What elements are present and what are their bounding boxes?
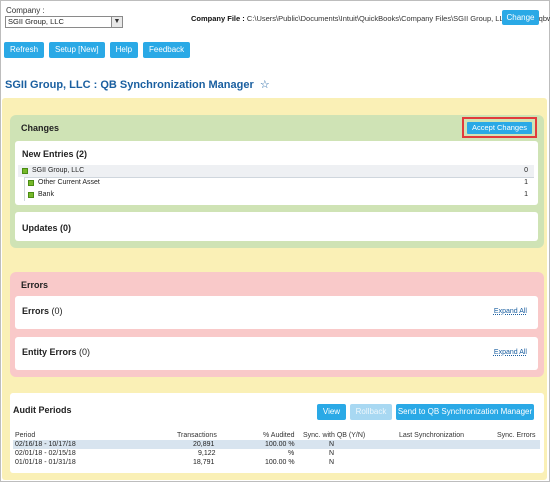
audit-table: Period Transactions % Audited Sync. with… [13,431,540,467]
node-icon [28,192,34,198]
accept-changes-highlight: Accept Changes [462,117,537,138]
updates-label: Updates [22,223,58,233]
entity-errors-card: Entity Errors (0) Expand All [15,337,538,370]
cell-audited: % [288,450,295,457]
company-label: Company : [6,6,45,15]
company-file: Company File : C:\Users\Public\Documents… [191,14,550,23]
tree-row-label: Bank [38,191,54,198]
cell-sync: N [329,450,335,457]
cell-audited: 100.00 % [265,441,295,448]
change-company-button[interactable]: Change [502,10,539,25]
col-audited[interactable]: % Audited [263,432,295,439]
cell-transactions: 18,791 [193,459,215,466]
expand-all-link[interactable]: Expand All [493,308,527,315]
send-to-qb-button[interactable]: Send to QB Synchronization Manager [396,404,534,420]
errors-card-title: Errors (0) [22,306,63,316]
company-file-path: C:\Users\Public\Documents\Intuit\QuickBo… [246,14,550,23]
errors-section-title: Errors [21,280,49,290]
cell-sync: N [329,459,335,466]
entity-errors-label: Entity Errors [22,347,77,357]
tree-row-label: Other Current Asset [38,179,100,186]
company-select[interactable]: SGII Group, LLC ▼ [5,16,123,28]
tree-children [24,177,534,201]
tree-row-label: SGII Group, LLC [32,167,85,174]
cell-transactions: 9,122 [198,450,216,457]
toolbar: Refresh Setup [New] Help Feedback [4,42,191,58]
col-period[interactable]: Period [15,432,36,439]
table-row[interactable]: 02/16/18 - 10/17/18 20,891 100.00 % N [13,440,540,449]
new-entries-card: New Entries (2) SGII Group, LLC 0 Other … [15,141,538,205]
star-icon[interactable]: ☆ [259,79,270,91]
view-button[interactable]: View [317,404,346,420]
cell-sync: N [329,441,335,448]
new-entries-label: New Entries [22,149,74,159]
col-transactions[interactable]: Transactions [177,432,217,439]
tree-row[interactable]: SGII Group, LLC 0 [18,165,534,177]
updates-title: Updates (0) [22,223,71,233]
updates-card: Updates (0) [15,212,538,241]
page-title: SGII Group, LLC : QB Synchronization Man… [5,78,270,91]
audit-periods-panel: Audit Periods View Rollback Send to QB S… [10,393,544,473]
node-icon [28,180,34,186]
refresh-button[interactable]: Refresh [4,42,45,58]
rollback-button[interactable]: Rollback [350,404,392,420]
table-row[interactable]: 02/01/18 - 02/15/18 9,122 % N [13,449,540,458]
updates-count: (0) [60,223,72,233]
tree-row-value: 1 [524,179,528,186]
accept-changes-button[interactable]: Accept Changes [467,122,532,134]
new-entries-count: (2) [76,149,88,159]
cell-period: 01/01/18 - 01/31/18 [15,459,76,466]
new-entries-title: New Entries (2) [22,149,87,159]
audit-title: Audit Periods [13,405,72,415]
node-icon [22,168,28,174]
expand-all-link[interactable]: Expand All [493,349,527,356]
cell-transactions: 20,891 [193,441,215,448]
company-file-label: Company File : [191,14,245,23]
entity-errors-title: Entity Errors (0) [22,347,90,357]
feedback-button[interactable]: Feedback [143,42,191,58]
errors-card: Errors (0) Expand All [15,296,538,329]
table-header: Period Transactions % Audited Sync. with… [13,431,540,440]
tree-row[interactable]: Bank 1 [18,189,534,201]
cell-audited: 100.00 % [265,459,295,466]
company-select-value: SGII Group, LLC [8,17,64,26]
tree-row-value: 1 [524,191,528,198]
col-sync[interactable]: Sync. with QB (Y/N) [303,432,366,439]
col-sync-errors[interactable]: Sync. Errors [497,432,536,439]
tree-row[interactable]: Other Current Asset 1 [18,177,534,189]
entity-errors-count: (0) [79,347,91,357]
page-title-text: SGII Group, LLC : QB Synchronization Man… [5,79,254,91]
cell-period: 02/01/18 - 02/15/18 [15,450,76,457]
setup-button[interactable]: Setup [New] [49,42,105,58]
changes-title: Changes [21,123,60,133]
help-button[interactable]: Help [109,42,139,58]
errors-card-count: (0) [51,306,63,316]
errors-card-label: Errors [22,306,50,316]
cell-period: 02/16/18 - 10/17/18 [15,441,76,448]
table-row[interactable]: 01/01/18 - 01/31/18 18,791 100.00 % N [13,458,540,467]
tree-row-value: 0 [524,167,528,174]
col-last-sync[interactable]: Last Synchronization [399,432,464,439]
chevron-down-icon[interactable]: ▼ [111,17,122,27]
